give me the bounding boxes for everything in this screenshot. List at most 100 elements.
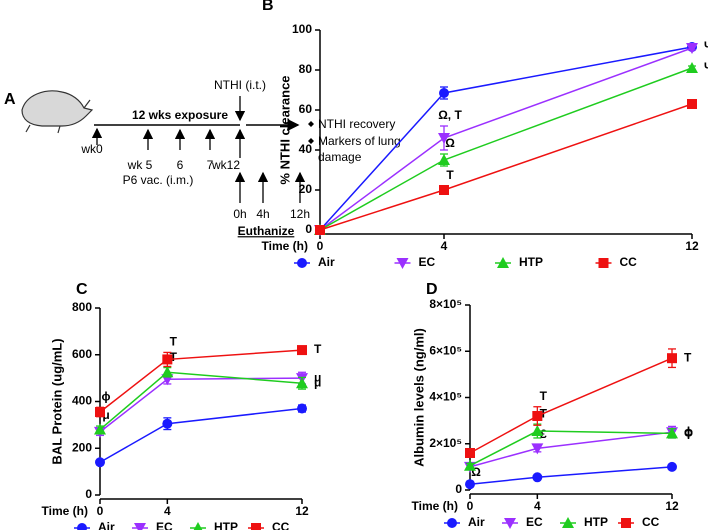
x-tick-label: 0 bbox=[467, 499, 474, 513]
series-line bbox=[319, 67, 693, 231]
annotation: Ω, T bbox=[438, 108, 462, 122]
y-tick-label: 80 bbox=[299, 62, 313, 76]
outcome: Markers of lung bbox=[318, 134, 401, 148]
legend-marker bbox=[562, 517, 574, 528]
annotation: Ω bbox=[445, 136, 455, 150]
data-point bbox=[438, 154, 450, 165]
data-point bbox=[667, 461, 677, 472]
legend-marker bbox=[598, 258, 609, 268]
annotation: T bbox=[170, 335, 178, 349]
panel-label: B bbox=[262, 0, 274, 14]
series-line bbox=[99, 377, 303, 433]
y-tick-label: 0 bbox=[455, 482, 462, 496]
data-point bbox=[532, 411, 543, 421]
annotation: ɸ bbox=[684, 426, 693, 440]
y-axis-title: % NTHI clearance bbox=[277, 75, 292, 184]
legend-label: EC bbox=[526, 515, 543, 529]
legend-label: HTP bbox=[519, 255, 543, 269]
y-axis-title: BAL Protein (ug/mL) bbox=[49, 338, 64, 464]
legend-label: CC bbox=[272, 520, 290, 530]
data-point bbox=[687, 99, 697, 109]
annotation: T bbox=[314, 342, 322, 356]
annotation: μ bbox=[102, 408, 109, 422]
week-label: wk0 bbox=[80, 142, 103, 156]
data-point bbox=[686, 43, 698, 54]
x-tick-label: 4 bbox=[534, 499, 541, 513]
annotation: T bbox=[540, 389, 548, 403]
x-tick-label: 12 bbox=[665, 499, 679, 513]
legend-marker bbox=[251, 523, 261, 530]
exposure-label: 12 wks exposure bbox=[132, 108, 228, 122]
legend-marker bbox=[134, 523, 146, 530]
panel-label: C bbox=[76, 281, 88, 298]
x-axis-title: Time (h) bbox=[42, 504, 88, 518]
bullets bbox=[308, 121, 314, 144]
annotation: T bbox=[446, 168, 454, 182]
data-point bbox=[464, 459, 476, 471]
vaccination-label: P6 vac. (i.m.) bbox=[123, 173, 194, 187]
series-line bbox=[99, 371, 303, 431]
annotation: ɸ bbox=[684, 424, 693, 438]
data-point bbox=[531, 443, 544, 455]
data-point bbox=[161, 366, 174, 378]
data-point bbox=[297, 403, 307, 414]
legend-label: Air bbox=[318, 255, 335, 269]
y-tick-label: 40 bbox=[299, 142, 313, 156]
data-point bbox=[94, 423, 106, 435]
legend-label: EC bbox=[419, 255, 436, 269]
data-point bbox=[297, 345, 307, 356]
panel-label: D bbox=[426, 281, 438, 298]
x-tick-label: 0 bbox=[97, 504, 104, 518]
legend-marker bbox=[193, 522, 203, 530]
y-tick-label: 800 bbox=[72, 300, 92, 314]
annotation: £ bbox=[540, 427, 547, 441]
x-axis-title: Time (h) bbox=[412, 499, 458, 513]
data-point bbox=[532, 472, 543, 483]
legend-marker bbox=[497, 257, 509, 268]
data-point bbox=[162, 418, 173, 429]
annotation: T bbox=[170, 350, 178, 364]
euthanize-label: Euthanize bbox=[238, 224, 295, 238]
legend-label: Air bbox=[468, 515, 485, 529]
x-tick-label: 12 bbox=[685, 239, 699, 253]
data-point bbox=[666, 427, 678, 439]
data-point bbox=[465, 448, 475, 458]
data-point bbox=[296, 377, 308, 389]
series-line bbox=[469, 357, 673, 454]
data-point bbox=[439, 185, 449, 195]
outcome: damage bbox=[318, 150, 362, 164]
y-tick-label: 8×10⁵ bbox=[429, 297, 462, 311]
y-tick-label: 20 bbox=[299, 182, 313, 196]
annotation: Ω bbox=[471, 465, 481, 479]
timepoint: 12h bbox=[290, 207, 310, 221]
timepoint: 0h bbox=[233, 207, 246, 221]
data-point bbox=[531, 425, 544, 437]
legend-label: CC bbox=[620, 255, 638, 269]
week-label: wk 5 bbox=[127, 158, 153, 172]
outcome: NTHI recovery bbox=[318, 117, 395, 131]
x-tick-label: 0 bbox=[317, 239, 324, 253]
data-point bbox=[95, 407, 105, 418]
week-label: 7 bbox=[207, 158, 214, 172]
y-tick-label: 4×10⁵ bbox=[429, 390, 462, 404]
legend-marker bbox=[447, 518, 457, 528]
annotation: T bbox=[684, 350, 692, 364]
y-tick-label: 6×10⁵ bbox=[429, 343, 462, 357]
data-point bbox=[95, 457, 105, 468]
annotation: Ψ bbox=[704, 60, 708, 74]
y-tick-label: 400 bbox=[72, 394, 92, 408]
x-tick-label: 12 bbox=[295, 504, 309, 518]
y-tick-label: 600 bbox=[72, 347, 92, 361]
y-tick-label: 0 bbox=[305, 222, 312, 236]
y-tick-label: 200 bbox=[72, 440, 92, 454]
data-point bbox=[438, 133, 450, 144]
series-line bbox=[469, 466, 673, 485]
x-axis-title: Time (h) bbox=[262, 239, 308, 253]
annotation: μ bbox=[314, 375, 321, 389]
panel-label: A bbox=[4, 91, 16, 108]
legend-marker bbox=[621, 518, 631, 528]
data-point bbox=[686, 62, 698, 73]
x-tick-label: 4 bbox=[441, 239, 448, 253]
study-diagram: A 12 wks exposure wk0 wk 5 6 7 P6 vac. (… bbox=[4, 78, 401, 238]
